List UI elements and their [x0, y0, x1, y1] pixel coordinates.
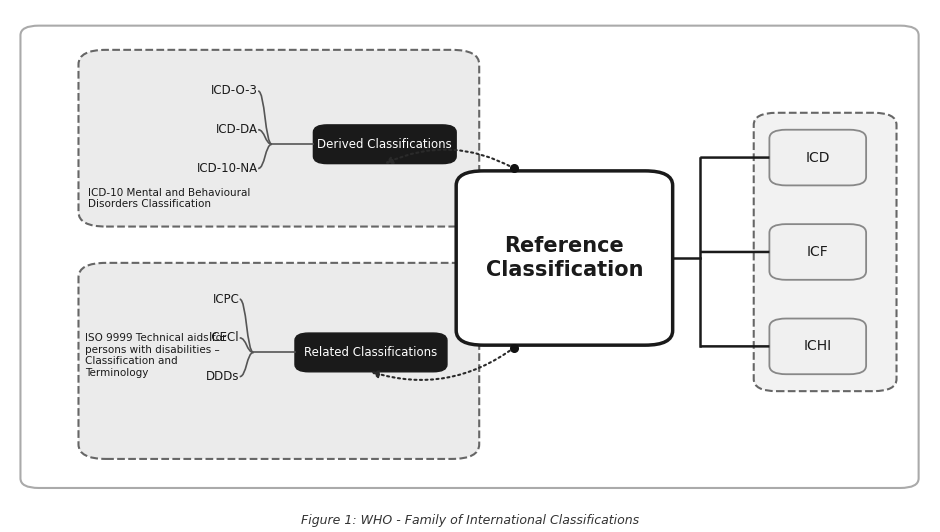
Text: Figure 1: WHO - Family of International Classifications: Figure 1: WHO - Family of International … [301, 514, 639, 527]
FancyBboxPatch shape [754, 113, 897, 391]
Text: Reference
Classification: Reference Classification [486, 236, 643, 280]
FancyBboxPatch shape [21, 26, 918, 488]
Text: ICECl: ICECl [209, 331, 240, 344]
Text: ICF: ICF [807, 245, 829, 259]
FancyBboxPatch shape [295, 333, 447, 372]
FancyBboxPatch shape [769, 224, 866, 280]
FancyBboxPatch shape [769, 319, 866, 374]
FancyBboxPatch shape [79, 263, 479, 459]
Text: ICD-O-3: ICD-O-3 [212, 85, 258, 97]
Text: DDDs: DDDs [206, 370, 240, 383]
FancyBboxPatch shape [769, 130, 866, 186]
Text: Derived Classifications: Derived Classifications [318, 138, 452, 151]
FancyBboxPatch shape [79, 50, 479, 227]
Text: ICD-10 Mental and Behavioural
Disorders Classification: ICD-10 Mental and Behavioural Disorders … [87, 188, 250, 210]
FancyBboxPatch shape [456, 171, 673, 345]
Text: ICPC: ICPC [212, 293, 240, 306]
Text: ICD-10-NA: ICD-10-NA [197, 162, 259, 175]
Text: ISO 9999 Technical aids for
persons with disabilities –
Classification and
Termi: ISO 9999 Technical aids for persons with… [85, 333, 227, 378]
Text: Related Classifications: Related Classifications [305, 346, 438, 359]
Text: ICD: ICD [806, 151, 830, 164]
Text: ICD-DA: ICD-DA [216, 123, 258, 136]
FancyBboxPatch shape [313, 125, 456, 164]
Text: ICHI: ICHI [804, 339, 832, 353]
